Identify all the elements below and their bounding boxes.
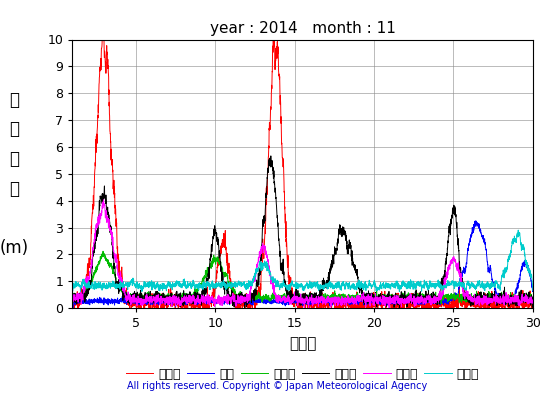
屋久島 bbox=[515, 228, 522, 233]
生月島 bbox=[449, 257, 456, 262]
生月島 bbox=[529, 299, 536, 304]
上ノ国 bbox=[415, 298, 422, 303]
経ヶ尬 bbox=[361, 297, 367, 302]
Text: (m): (m) bbox=[0, 239, 28, 257]
唐桑 bbox=[415, 302, 422, 307]
上ノ国 bbox=[390, 303, 397, 308]
唐桑 bbox=[472, 218, 479, 223]
経ヶ尬 bbox=[449, 214, 456, 219]
唐桑 bbox=[529, 289, 536, 294]
上ノ国 bbox=[70, 306, 77, 310]
経ヶ尬 bbox=[268, 154, 274, 158]
唐桑 bbox=[361, 299, 367, 304]
石廀崎 bbox=[215, 259, 222, 263]
上ノ国 bbox=[100, 21, 107, 26]
上ノ国 bbox=[449, 296, 456, 301]
生月島 bbox=[301, 306, 307, 310]
経ヶ尬 bbox=[529, 306, 536, 310]
生月島 bbox=[69, 303, 75, 307]
屋久島 bbox=[390, 284, 397, 288]
Title: year : 2014   month : 11: year : 2014 month : 11 bbox=[210, 21, 395, 36]
Line: 屋久島: 屋久島 bbox=[72, 230, 533, 305]
生月島 bbox=[390, 297, 397, 301]
屋久島 bbox=[415, 279, 421, 284]
屋久島 bbox=[529, 288, 536, 293]
上ノ国 bbox=[391, 295, 397, 299]
屋久島 bbox=[361, 284, 367, 289]
Line: 上ノ国: 上ノ国 bbox=[72, 23, 533, 308]
上ノ国 bbox=[69, 305, 75, 310]
石廀崎 bbox=[449, 295, 456, 299]
唐桑 bbox=[69, 305, 75, 310]
生月島 bbox=[415, 297, 422, 301]
Text: 波: 波 bbox=[9, 150, 19, 168]
Text: 高: 高 bbox=[9, 180, 19, 198]
屋久島 bbox=[215, 283, 221, 288]
Line: 唐桑: 唐桑 bbox=[72, 221, 533, 308]
生月島 bbox=[215, 295, 222, 300]
上ノ国 bbox=[529, 299, 536, 303]
生月島 bbox=[361, 294, 367, 299]
唐桑 bbox=[449, 294, 456, 299]
屋久島 bbox=[390, 284, 397, 289]
Text: 有: 有 bbox=[9, 91, 19, 109]
屋久島 bbox=[449, 278, 456, 283]
経ヶ尬 bbox=[215, 237, 221, 242]
経ヶ尬 bbox=[390, 295, 397, 300]
石廀崎 bbox=[390, 295, 397, 300]
Text: 義: 義 bbox=[9, 120, 19, 138]
唐桑 bbox=[390, 300, 397, 305]
上ノ国 bbox=[361, 294, 367, 299]
石廀崎 bbox=[415, 295, 422, 299]
上ノ国 bbox=[215, 257, 222, 262]
Text: All rights reserved. Copyright © Japan Meteorological Agency: All rights reserved. Copyright © Japan M… bbox=[128, 381, 427, 391]
経ヶ尬 bbox=[415, 294, 422, 299]
唐桑 bbox=[69, 305, 76, 310]
石廀崎 bbox=[361, 294, 367, 299]
石廀崎 bbox=[69, 302, 75, 307]
唐桑 bbox=[215, 300, 222, 305]
生月島 bbox=[100, 198, 107, 202]
Line: 生月島: 生月島 bbox=[72, 200, 533, 308]
X-axis label: （日）: （日） bbox=[289, 336, 316, 351]
経ヶ尬 bbox=[390, 299, 397, 303]
Legend: 上ノ国, 唐桑, 石廀崎, 経ヶ尬, 生月島, 屋久島: 上ノ国, 唐桑, 石廀崎, 経ヶ尬, 生月島, 屋久島 bbox=[120, 363, 485, 386]
石廀崎 bbox=[529, 300, 536, 305]
石廀崎 bbox=[390, 294, 397, 299]
唐桑 bbox=[390, 297, 397, 302]
屋久島 bbox=[69, 303, 75, 307]
経ヶ尬 bbox=[69, 306, 75, 310]
Line: 経ヶ尬: 経ヶ尬 bbox=[72, 156, 533, 308]
生月島 bbox=[391, 295, 397, 300]
石廀崎 bbox=[100, 249, 107, 254]
Line: 石廀崎: 石廀崎 bbox=[72, 251, 533, 304]
